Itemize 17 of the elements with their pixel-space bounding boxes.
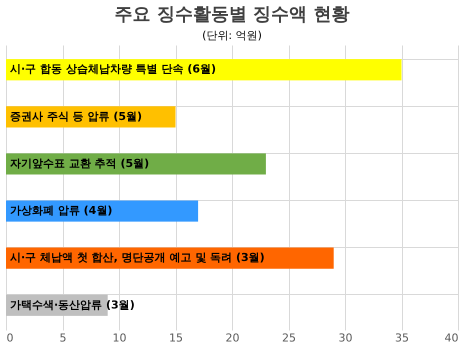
- x-tick-label: 10: [112, 332, 126, 344]
- y-tick-label: 증권사 주식 등 압류 (5월): [10, 110, 142, 123]
- y-tick-label: 시·구 체납액 첫 합산, 명단공개 예고 및 독려 (3월): [10, 251, 265, 264]
- x-tick-label: 20: [226, 332, 240, 344]
- x-tick-label: 5: [60, 332, 66, 344]
- x-tick-label: 40: [444, 332, 458, 344]
- y-tick-label: 자기앞수표 교환 추적 (5월): [10, 156, 150, 170]
- y-tick-label: 가상화폐 압류 (4월): [10, 204, 112, 218]
- x-tick-label: 30: [338, 332, 352, 344]
- y-tick-label: 가택수색·동산압류 (3월): [10, 298, 135, 312]
- chart-title: 주요 징수활동별 징수액 현황: [114, 4, 350, 25]
- y-tick-label: 시·구 합동 상습체납차량 특별 단속 (6월): [10, 62, 216, 76]
- chart-subtitle: (단위: 억원): [202, 29, 262, 42]
- x-tick-label: 0: [6, 332, 14, 344]
- x-tick-label: 25: [282, 332, 296, 344]
- x-tick-label: 15: [169, 332, 183, 344]
- x-tick-label: 35: [395, 332, 409, 344]
